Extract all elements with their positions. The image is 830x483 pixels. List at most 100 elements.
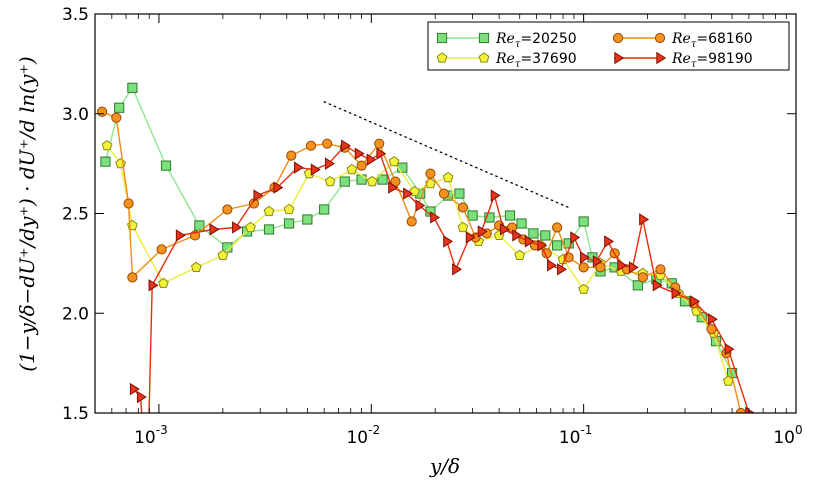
data-point [706,324,717,335]
data-point [388,181,399,194]
y-axis-label: (1−y/δ−dU⁺/dy⁺) · dU⁺/d ln(y⁺) [15,56,39,371]
legend-label: Reτ=37690 [495,51,577,70]
data-point [467,210,478,221]
data-point [578,283,590,294]
data-point [442,171,454,183]
data-point [366,175,378,187]
data-point [617,259,628,272]
x-tick-label: 10-2 [346,423,380,448]
data-point [101,139,113,151]
data-point [397,162,408,173]
data-point [457,221,469,233]
legend-entry: Reτ=98190 [614,51,753,70]
data-point [457,202,468,213]
data-point [652,279,663,292]
series-layer [96,82,756,413]
data-point [552,240,563,251]
data-point [245,221,256,233]
legend-marker [478,52,490,63]
legend-marker [436,32,448,44]
data-point [452,263,463,276]
data-point [540,230,551,241]
data-point [322,138,333,149]
data-point [570,231,581,244]
data-point [745,406,756,413]
data-point [339,176,350,187]
data-point [506,222,518,233]
data-point [425,168,436,179]
series-line [101,111,742,413]
data-point [377,174,388,185]
data-point [319,204,330,215]
data-point [356,174,367,185]
data-point [443,235,454,248]
y-tick-label: 1.5 [62,404,89,424]
data-point [283,218,295,229]
data-point [253,189,264,202]
data-point [324,157,335,170]
data-point [465,231,476,244]
data-point [563,238,574,249]
data-point [415,199,426,212]
data-point [691,305,702,316]
data-point [273,181,284,194]
data-point [376,147,387,160]
data-point [156,244,167,255]
data-point [305,140,317,151]
data-point [366,153,377,166]
data-point [160,160,172,171]
legend-marker [612,32,624,44]
x-axis-label: y/δ [429,454,460,478]
data-point [707,313,718,326]
data-point [310,163,321,176]
data-point [209,223,220,236]
data-point [127,82,138,93]
data-point [374,138,385,149]
data-point [136,390,147,404]
data-point [286,150,297,161]
data-point [639,213,650,226]
data-point [354,147,365,160]
data-point [346,163,358,175]
data-point [604,235,615,248]
data-point [283,203,295,215]
data-point [632,280,643,291]
data-point [175,229,186,242]
legend-label: Reτ=20250 [495,31,577,50]
data-point [114,102,125,113]
data-point [592,255,603,268]
data-point [263,205,275,217]
data-point [528,228,539,239]
legend-marker [614,51,625,65]
data-point [512,229,523,242]
legend-label: Reτ=98190 [671,51,753,70]
data-point [293,161,304,174]
plot-area [95,14,796,413]
data-point [148,279,159,292]
y-tick-label: 3.0 [62,105,89,125]
data-point [222,242,233,253]
legend-label: Reτ=68160 [671,31,753,50]
data-point [552,222,563,233]
data-point [403,187,414,200]
data-point [477,225,488,238]
data-point [671,287,682,300]
y-tick-label: 2.0 [62,304,89,324]
data-point [579,251,590,264]
data-point [127,272,138,283]
tick-layer: 10-3 10-2 10-1 100 1.5 2.0 2.5 3.0 3.5 [62,5,803,448]
data-point [111,112,122,123]
series-3 [129,139,756,413]
reference-line-layer [323,101,570,209]
data-point [655,264,666,275]
data-point [194,220,205,231]
data-point [454,188,465,199]
data-point [302,214,313,225]
legend-entry: Reτ=37690 [436,51,577,70]
data-point [190,261,202,272]
reference-slope-line [323,101,570,209]
data-point [356,160,367,171]
data-point [690,295,700,308]
legend-marker [436,52,448,63]
data-point [628,261,639,274]
